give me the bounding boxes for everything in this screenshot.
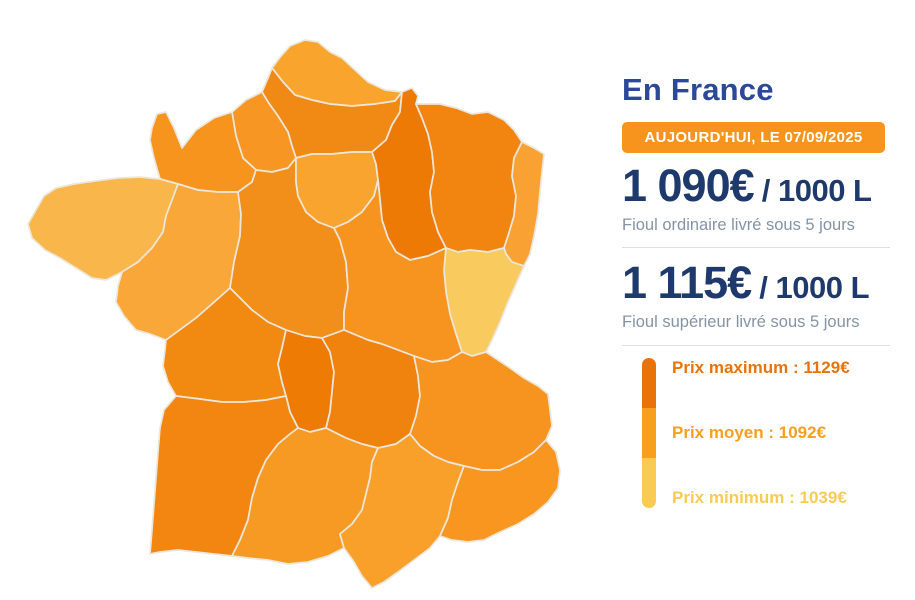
divider — [622, 345, 890, 346]
legend-segment-mean — [642, 408, 656, 458]
price-superior-amount: 1 115€ — [622, 257, 752, 308]
region-midi-pyrenees[interactable] — [231, 427, 379, 565]
legend-label-mean: Prix moyen : 1092€ — [672, 423, 827, 442]
date-banner-text: AUJOURD'HUI, LE 07/09/2025 — [644, 129, 863, 146]
divider — [622, 247, 890, 248]
legend-color-bar — [642, 358, 656, 508]
region-provence-alpes-cote-d-azur[interactable] — [439, 439, 561, 543]
price-ordinary-unit: / 1000 L — [753, 173, 872, 208]
legend-segment-max — [642, 358, 656, 408]
price-legend: Prix maximum : 1129€ Prix moyen : 1092€ … — [642, 358, 892, 508]
price-ordinary-amount: 1 090€ — [622, 160, 755, 211]
date-banner: AUJOURD'HUI, LE 07/09/2025 — [622, 122, 885, 153]
price-superior-unit: / 1000 L — [751, 270, 870, 305]
price-block-superior: 1 115€ / 1000 L Fioul supérieur livré so… — [622, 257, 892, 332]
region-rhone-alpes[interactable] — [409, 351, 553, 471]
legend-segment-min — [642, 458, 656, 508]
france-price-map-container — [27, 39, 561, 589]
page-title: En France — [622, 72, 774, 107]
france-map — [27, 39, 561, 589]
legend-label-min: Prix minimum : 1039€ — [672, 488, 847, 507]
region-bourgogne[interactable] — [333, 179, 463, 363]
region-languedoc-roussillon[interactable] — [339, 433, 465, 589]
legend-label-max: Prix maximum : 1129€ — [672, 358, 850, 377]
price-block-ordinary: 1 090€ / 1000 L Fioul ordinaire livré so… — [622, 160, 892, 235]
price-ordinary-description: Fioul ordinaire livré sous 5 jours — [622, 216, 855, 234]
price-superior-description: Fioul supérieur livré sous 5 jours — [622, 313, 860, 331]
price-panel: En France AUJOURD'HUI, LE 07/09/2025 1 0… — [620, 0, 895, 600]
